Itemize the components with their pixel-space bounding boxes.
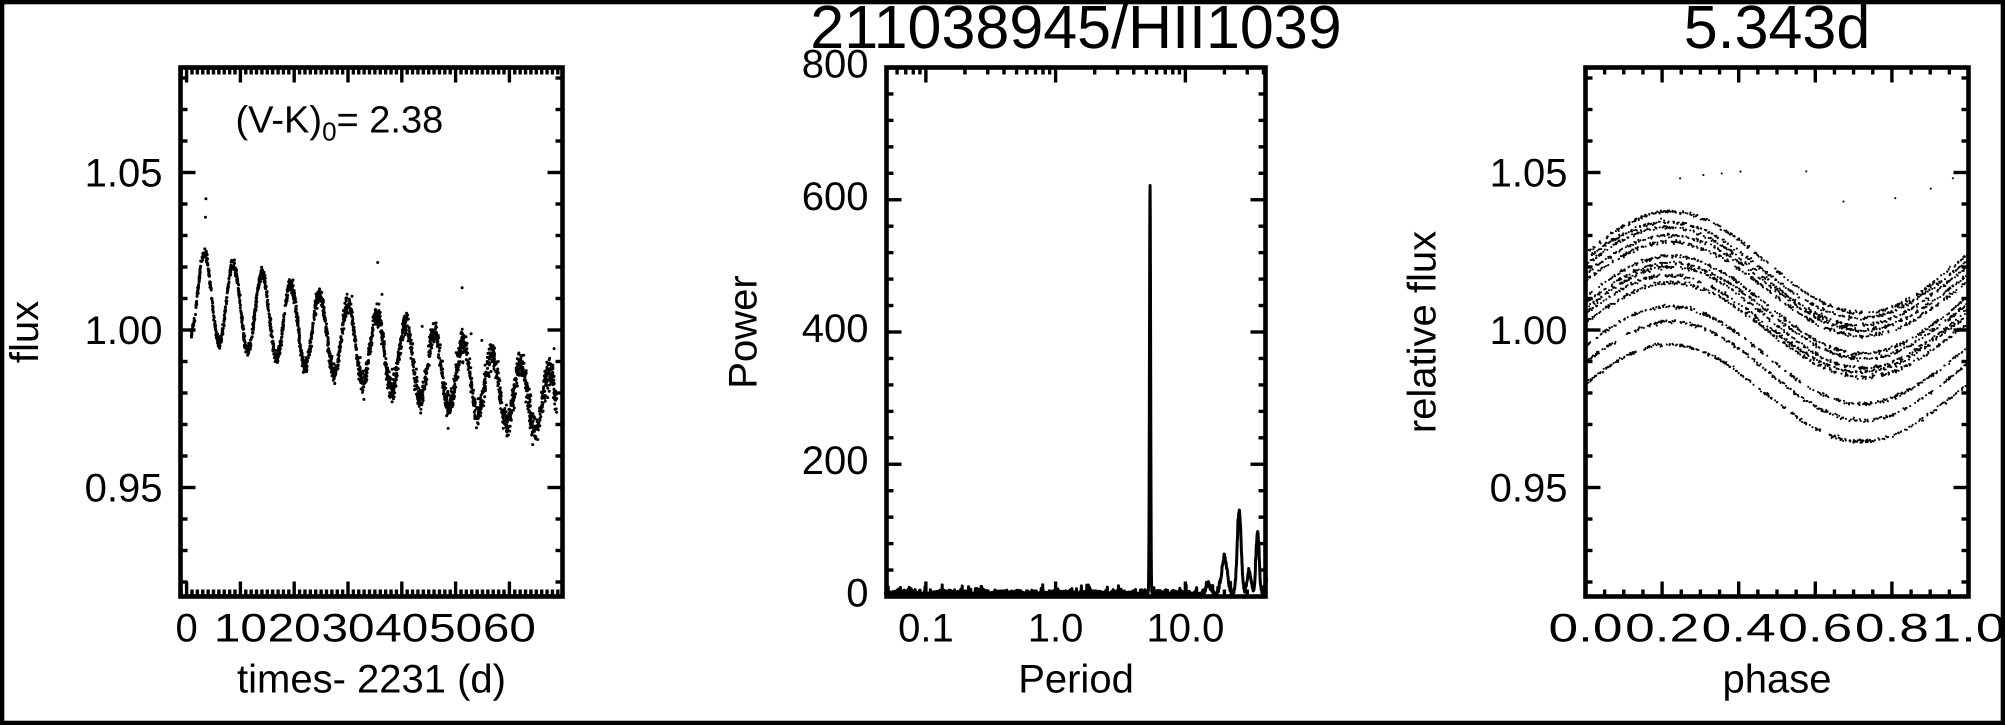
svg-text:211038945/HII1039: 211038945/HII1039 (810, 0, 1341, 61)
svg-text:1.00: 1.00 (1490, 309, 1568, 353)
svg-text:0: 0 (846, 572, 868, 616)
svg-text:40: 40 (375, 607, 428, 651)
svg-text:60: 60 (483, 607, 536, 651)
svg-text:200: 200 (802, 439, 869, 483)
svg-text:phase: phase (1723, 658, 1832, 702)
svg-text:600: 600 (802, 175, 869, 219)
svg-text:20: 20 (268, 607, 321, 651)
svg-text:Period: Period (1018, 658, 1134, 702)
svg-text:0.1: 0.1 (898, 607, 954, 651)
svg-text:0.95: 0.95 (85, 467, 163, 511)
svg-text:flux: flux (3, 301, 47, 363)
svg-text:times- 2231 (d): times- 2231 (d) (237, 658, 506, 702)
svg-text:5.343d: 5.343d (1684, 0, 1871, 61)
svg-text:0.6: 0.6 (1778, 607, 1852, 651)
svg-text:10: 10 (214, 607, 267, 651)
svg-text:1.00: 1.00 (85, 309, 163, 353)
svg-text:10.0: 10.0 (1146, 607, 1224, 651)
svg-text:0.8: 0.8 (1855, 607, 1929, 651)
svg-text:relative flux: relative flux (1401, 231, 1445, 433)
svg-text:1.05: 1.05 (1490, 152, 1568, 196)
svg-text:1.05: 1.05 (85, 152, 163, 196)
svg-text:(V-K)0= 2.38: (V-K)0= 2.38 (236, 100, 444, 147)
svg-text:0: 0 (175, 607, 197, 651)
svg-text:1.0: 1.0 (1028, 607, 1084, 651)
svg-text:0.0: 0.0 (1549, 607, 1623, 651)
svg-text:400: 400 (802, 307, 869, 351)
svg-text:1.0: 1.0 (1932, 607, 2005, 651)
svg-text:0.95: 0.95 (1490, 467, 1568, 511)
svg-text:0.4: 0.4 (1702, 607, 1776, 651)
svg-text:0.2: 0.2 (1625, 607, 1699, 651)
svg-text:30: 30 (322, 607, 375, 651)
svg-text:Power: Power (722, 275, 766, 388)
svg-text:50: 50 (429, 607, 482, 651)
